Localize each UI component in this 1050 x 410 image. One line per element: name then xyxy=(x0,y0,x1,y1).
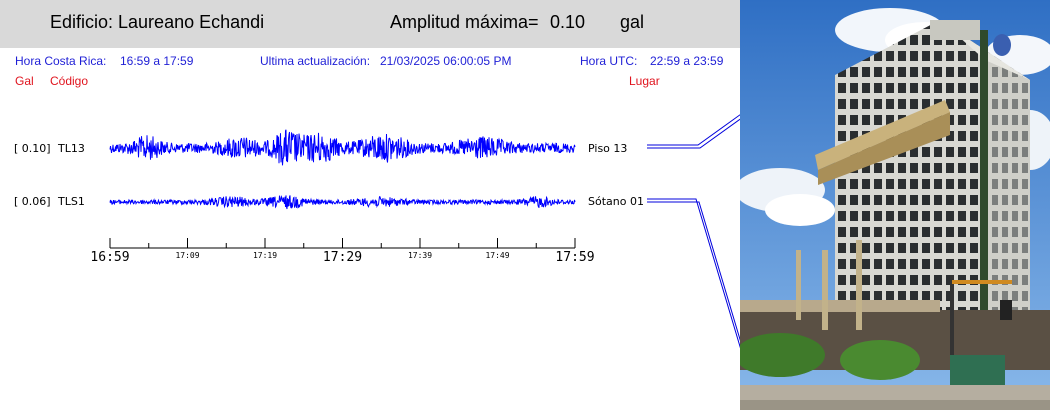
last-update-label: Ultima actualización: xyxy=(260,54,371,68)
time-axis-label: 17:59 xyxy=(555,250,594,265)
local-time-range: 16:59 a 17:59 xyxy=(120,54,194,68)
leader-line-piso13 xyxy=(647,114,740,146)
time-axis-label: 17:29 xyxy=(323,250,362,265)
max-amplitude-value: 0.10 xyxy=(550,12,586,32)
max-amplitude-unit: gal xyxy=(620,12,645,32)
column-codigo: Código xyxy=(50,74,89,88)
channel-place-tls1: Sótano 01 xyxy=(588,195,644,208)
waveform-trace-tls1 xyxy=(109,194,576,210)
local-time-label: Hora Costa Rica: xyxy=(15,54,107,68)
building-photo xyxy=(740,0,1050,410)
channel-gal-tl13: [ 0.10] xyxy=(14,142,51,155)
leader-line-sotano01-shadow xyxy=(647,201,740,342)
utc-time-range: 22:59 a 23:59 xyxy=(650,54,724,68)
seismogram-plot: 16:59 17:09 17:19 17:29 17:39 17:49 17:59 xyxy=(90,114,740,349)
building-name: Edificio: Laureano Echandi xyxy=(50,12,265,32)
column-gal: Gal xyxy=(15,74,34,88)
time-axis: 16:59 17:09 17:19 17:29 17:39 17:49 17:59 xyxy=(90,238,595,265)
leader-line-piso13-shadow xyxy=(647,118,740,149)
last-update-value: 21/03/2025 06:00:05 PM xyxy=(380,54,512,68)
time-axis-label: 17:19 xyxy=(253,251,277,260)
channel-gal-tls1: [ 0.06] xyxy=(14,195,51,208)
time-axis-label: 16:59 xyxy=(90,250,129,265)
header-bar: Edificio: Laureano Echandi Amplitud máxi… xyxy=(0,0,740,48)
leader-line-sotano01 xyxy=(647,198,740,349)
max-amplitude-label: Amplitud máxima= xyxy=(390,12,539,32)
time-axis-label: 17:09 xyxy=(175,251,199,260)
channel-place-tl13: Piso 13 xyxy=(588,142,628,155)
channel-code-tl13: TL13 xyxy=(58,142,85,155)
time-axis-label: 17:39 xyxy=(408,251,432,260)
utc-time-label: Hora UTC: xyxy=(580,54,638,68)
channel-code-tls1: TLS1 xyxy=(58,195,85,208)
waveform-trace-tl13 xyxy=(109,129,576,166)
column-lugar: Lugar xyxy=(629,74,660,88)
time-axis-label: 17:49 xyxy=(485,251,509,260)
